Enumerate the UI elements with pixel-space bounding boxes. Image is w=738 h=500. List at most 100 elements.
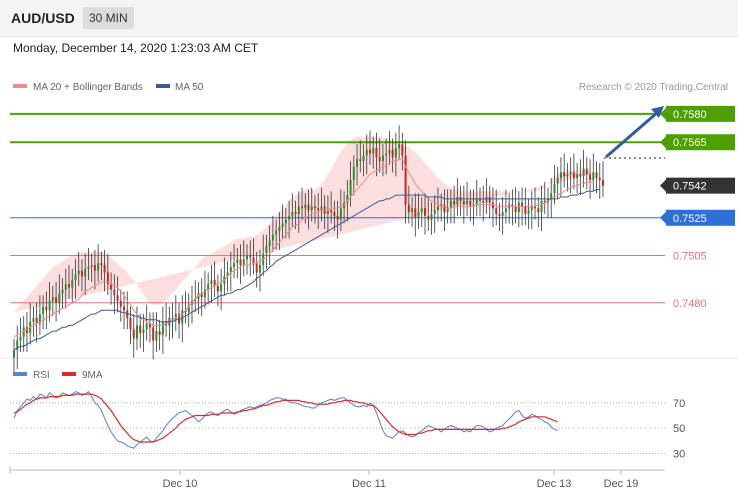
candle-body [407,204,410,213]
candle-body [145,323,148,330]
candle-body [158,331,161,335]
rsi-line [13,390,558,449]
candle-body [97,263,100,271]
candle-body [313,206,316,209]
candle-body [119,300,122,307]
candle-body [579,174,582,177]
candle-body [310,206,313,211]
candle-body [275,231,278,235]
level-pointer-0.7565 [660,136,666,149]
candle-body [255,263,258,273]
candle-body [368,149,371,154]
candle-body [258,265,261,273]
candle-body [77,270,80,275]
candle-body [317,208,320,211]
candle-body [103,265,106,273]
candle-body [161,321,164,335]
candle-body [197,293,200,299]
candle-body [602,180,604,186]
candle-body [372,147,375,154]
candle-body [482,200,485,203]
candle-body [417,212,420,218]
candle-body [320,206,323,211]
candle-body [139,325,142,333]
candle-body [543,200,546,203]
candle-body [291,212,294,216]
price-panel: 0.7580 0.7565 0.7542 0.7525 0.7505 0.7480 MA … [0,82,738,373]
candle-body [87,266,90,269]
legend-ma50: MA 50 [175,82,204,93]
candle-body [184,310,187,313]
candle-body [333,212,336,216]
candle-body [576,174,579,179]
level-label-0.7542: 0.7542 [673,181,707,193]
timeframe-badge[interactable]: 30 MIN [83,7,134,29]
candle-body [51,297,54,301]
x-tick-label-Dec 13: Dec 13 [537,478,572,490]
candle-body [424,208,427,216]
candle-body [194,299,197,301]
candle-body [420,208,423,213]
candle-body [48,300,51,311]
candle-body [456,197,459,205]
candle-body [375,147,378,158]
candle-body [239,259,242,265]
candle-body [171,317,174,320]
candle-body [281,223,284,228]
candle-body [589,174,592,180]
candle-body [330,210,333,213]
candle-body [485,197,488,203]
bollinger-band-area [14,136,600,313]
header-bar: AUD/USD 30 MIN [0,0,738,37]
candle-body [559,172,562,179]
candle-body [524,206,527,214]
candle-body [142,329,145,333]
candle-body [268,240,271,247]
candle-body [401,144,404,156]
level-label-0.7565: 0.7565 [673,137,707,149]
candle-body [68,283,71,288]
candle-body [356,159,359,167]
candle-body [13,350,15,358]
candle-body [265,246,268,254]
candle-body [514,206,517,213]
candle-body [93,265,96,271]
candle-body [226,272,229,277]
candle-body [132,329,135,339]
symbol-title: AUD/USD [11,10,75,26]
candle-body [495,208,498,214]
candle-body [595,172,598,179]
candle-body [404,155,407,205]
ma20-line [13,158,594,338]
candle-body [25,327,28,333]
candle-body [252,257,255,264]
candle-body [284,219,287,224]
candle-body [440,204,443,207]
candle-body [74,274,77,281]
candle-body [294,212,297,214]
candle-body [362,155,365,162]
candle-body [32,317,35,322]
candle-body [246,255,249,260]
candle-body [90,265,93,267]
legend-swatch-bb [13,84,27,88]
candle-body [466,200,469,205]
candle-body [155,331,158,341]
candle-body [446,208,449,213]
level-pointer-0.7580 [660,107,666,120]
candle-body [113,289,116,296]
candle-body [326,210,329,214]
candle-body [378,157,381,162]
candle-body [152,327,155,341]
candle-body [530,206,533,211]
candle-body [511,204,514,207]
candle-body [236,259,239,264]
candle-body [116,295,119,301]
candle-body [381,155,384,162]
candle-body [411,208,414,213]
candle-body [569,172,572,175]
legend-rsi: RSI [33,370,50,381]
candle-body [563,172,566,177]
candle-body [229,266,232,273]
